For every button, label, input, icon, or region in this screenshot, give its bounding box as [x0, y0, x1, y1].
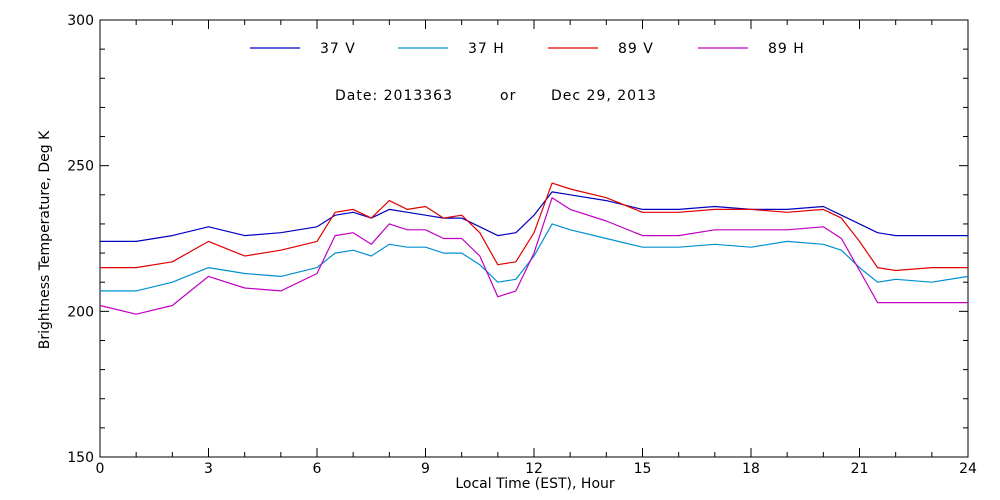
y-tick-label: 250	[67, 159, 94, 175]
y-axis-label: Brightness Temperature, Deg K	[37, 130, 53, 349]
axis-ticks: 0 3 6 9 12 15 18 21 24 150 200 250 300	[67, 13, 977, 477]
x-tick-label: 9	[421, 461, 430, 477]
x-tick-label: 24	[959, 461, 977, 477]
y-tick-label: 200	[67, 304, 94, 320]
x-tick-label: 12	[525, 461, 543, 477]
annotation-date-label: Date: 2013363	[335, 88, 453, 104]
annotation-date-text: Dec 29, 2013	[551, 88, 657, 104]
legend-label-37-v: 37 V	[320, 41, 356, 57]
series-line-37-v	[100, 191, 968, 242]
y-tick-label: 300	[67, 13, 94, 29]
x-tick-label: 21	[851, 461, 869, 477]
series-line-89-v	[100, 182, 968, 272]
legend-label-37-h: 37 H	[468, 41, 505, 57]
plot-frame	[99, 19, 969, 458]
x-tick-label: 15	[634, 461, 652, 477]
series-lines	[99, 182, 969, 315]
plot-area	[99, 19, 969, 458]
series-line-37-h	[100, 223, 969, 292]
series-line-89-h	[99, 197, 968, 315]
legend: 37 V 37 H 89 V 89 H	[250, 41, 805, 57]
x-tick-label: 6	[313, 461, 322, 477]
x-tick-label: 0	[96, 461, 105, 477]
annotation-or-label: or	[500, 88, 516, 104]
legend-label-89-v: 89 V	[618, 41, 654, 57]
x-tick-label: 3	[204, 461, 213, 477]
y-tick-label: 150	[67, 450, 94, 466]
x-axis-label: Local Time (EST), Hour	[455, 476, 615, 492]
x-tick-label: 18	[742, 461, 760, 477]
legend-label-89-h: 89 H	[768, 41, 805, 57]
